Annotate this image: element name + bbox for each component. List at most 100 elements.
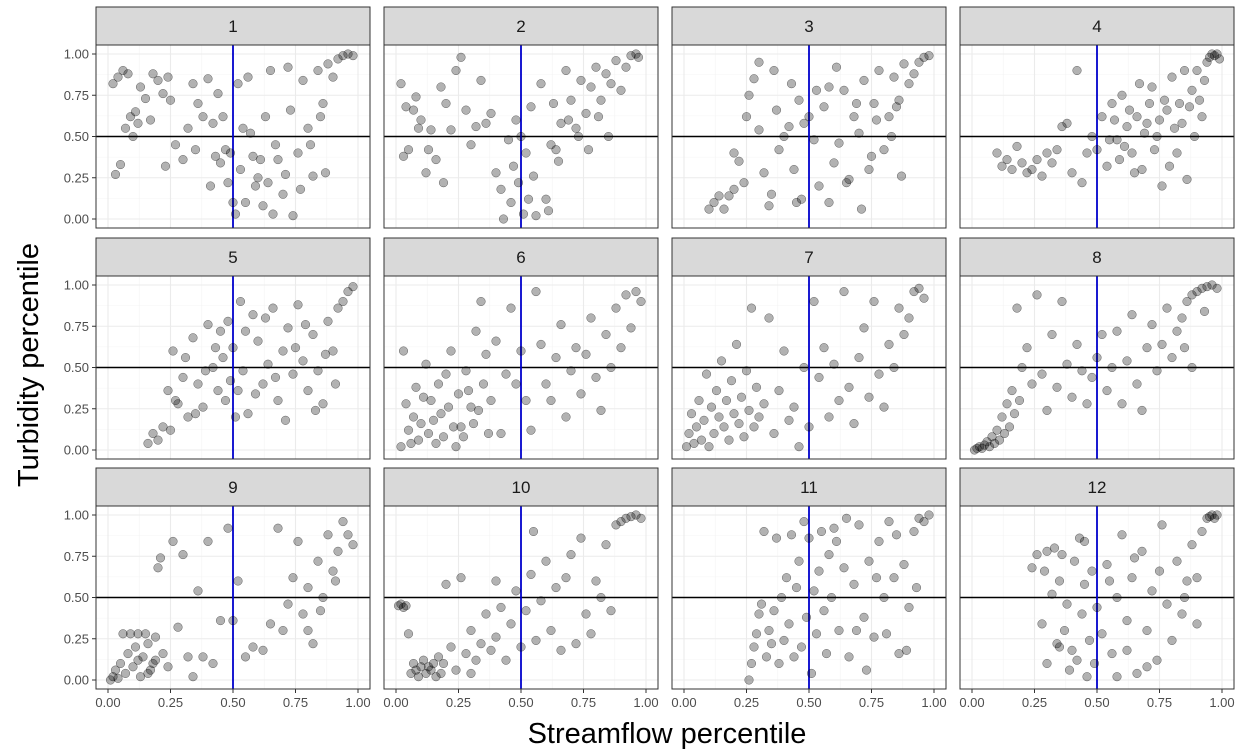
data-point	[1209, 513, 1220, 523]
data-point	[145, 115, 156, 125]
data-point	[308, 639, 318, 649]
data-point	[308, 329, 318, 340]
data-point	[606, 79, 616, 89]
x-tick-label: 1.00	[1209, 695, 1234, 710]
x-tick-label: 0.00	[959, 695, 984, 710]
data-point	[198, 402, 208, 412]
facet-panel-11: 11 0.00 0.25 0.50 0.75 1.00	[671, 467, 947, 710]
data-point	[225, 376, 236, 386]
data-point	[834, 138, 844, 148]
data-point	[851, 625, 862, 636]
data-point	[521, 606, 531, 616]
data-point	[273, 523, 283, 533]
data-point	[1127, 310, 1137, 320]
data-point	[979, 440, 990, 450]
data-point	[1082, 148, 1092, 158]
data-point	[193, 98, 203, 109]
data-point	[491, 576, 501, 586]
data-point	[516, 642, 526, 652]
data-point	[716, 356, 727, 366]
data-point	[596, 95, 606, 105]
facet-strip-label: 7	[804, 248, 813, 267]
data-point	[215, 616, 226, 626]
facet-panel-10: 10 0.00 0.25 0.50 0.75 1.00	[383, 467, 659, 710]
data-point	[315, 606, 326, 616]
data-point	[919, 517, 929, 527]
data-point	[170, 395, 181, 406]
data-point	[766, 639, 777, 649]
data-point	[300, 320, 311, 330]
data-point	[1102, 161, 1112, 171]
data-point	[148, 428, 158, 439]
data-point	[280, 415, 291, 425]
data-point	[1107, 362, 1117, 373]
y-tick-label: 0.00	[64, 212, 89, 227]
facet-strip	[959, 467, 1235, 507]
data-point	[125, 112, 136, 122]
data-point	[1104, 135, 1115, 145]
data-point	[115, 658, 126, 669]
data-point	[997, 161, 1007, 171]
data-point	[230, 412, 241, 422]
data-point	[601, 540, 611, 550]
data-point	[531, 211, 541, 221]
data-point	[408, 412, 419, 422]
data-point	[526, 569, 536, 579]
data-point	[573, 131, 584, 142]
data-point	[561, 573, 571, 583]
data-point	[135, 82, 146, 92]
data-point	[451, 442, 461, 452]
data-point	[1152, 366, 1162, 376]
data-point	[714, 412, 724, 422]
data-point	[871, 573, 882, 583]
y-tick-label: 0.50	[64, 360, 89, 375]
data-point	[1137, 546, 1147, 556]
data-point	[398, 346, 409, 356]
data-point	[466, 402, 476, 412]
data-point	[729, 184, 739, 194]
data-point	[571, 343, 581, 353]
data-point	[1104, 576, 1115, 586]
data-point	[781, 573, 792, 583]
data-point	[1112, 672, 1122, 682]
data-point	[213, 386, 223, 396]
data-point	[1179, 592, 1190, 603]
data-point	[1057, 296, 1067, 307]
data-point	[631, 287, 641, 297]
data-point	[178, 155, 188, 165]
data-point	[977, 443, 987, 453]
data-point	[113, 72, 123, 82]
data-point	[1212, 49, 1222, 59]
data-point	[168, 346, 178, 356]
data-point	[841, 178, 852, 188]
data-point	[794, 556, 804, 566]
data-point	[806, 668, 817, 678]
data-point	[250, 389, 261, 399]
data-point	[305, 140, 316, 150]
x-tick-label: 0.75	[283, 695, 308, 710]
data-point	[1194, 95, 1205, 105]
data-point	[736, 392, 747, 402]
data-point	[1064, 665, 1075, 675]
data-point	[160, 161, 171, 171]
data-point	[486, 108, 496, 118]
y-tick-label: 0.75	[64, 549, 89, 564]
data-point	[443, 402, 454, 412]
data-point	[238, 123, 248, 133]
data-point	[473, 405, 484, 415]
data-point	[586, 82, 596, 92]
data-point	[919, 52, 929, 62]
data-point	[313, 65, 323, 76]
data-point	[1087, 131, 1097, 142]
data-point	[396, 442, 406, 452]
data-point	[1139, 128, 1150, 138]
data-point	[709, 428, 719, 439]
data-point	[1157, 339, 1167, 349]
data-point	[511, 586, 521, 596]
data-point	[771, 533, 782, 543]
data-point	[143, 668, 153, 678]
data-point	[516, 131, 526, 142]
data-point	[213, 89, 223, 99]
data-point	[794, 442, 804, 452]
data-point	[531, 287, 541, 297]
